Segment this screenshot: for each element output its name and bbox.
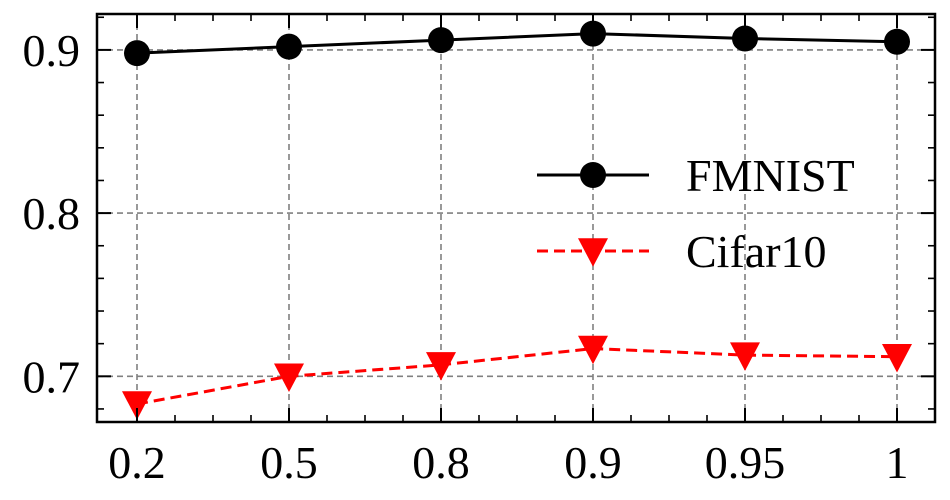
legend-label-cifar10: Cifar10 [686, 226, 827, 277]
data-point-cifar10 [122, 391, 152, 420]
legend-item-cifar10: Cifar10 [537, 226, 827, 277]
data-point-fmnist [428, 27, 454, 54]
series-fmnist [124, 20, 910, 67]
legend-marker-fmnist [580, 162, 606, 188]
data-point-cifar10 [578, 335, 608, 365]
axis-ticks [97, 14, 935, 422]
data-point-cifar10 [882, 343, 912, 373]
x-tick-label: 0.2 [108, 437, 166, 488]
y-tick-label: 0.7 [23, 351, 81, 402]
legend-label-fmnist: FMNIST [686, 150, 855, 201]
data-point-fmnist [884, 28, 910, 55]
legend-item-fmnist: FMNIST [537, 150, 855, 201]
series-layer [122, 20, 912, 420]
data-point-fmnist [580, 20, 606, 47]
series-cifar10 [122, 335, 912, 420]
tick-labels: 0.2 0.5 0.8 0.9 0.95 1 0.7 0.8 0.9 [23, 25, 909, 488]
x-tick-label: 1 [886, 437, 909, 488]
data-point-fmnist [732, 25, 758, 52]
series-line-cifar10 [136, 347, 898, 406]
data-point-fmnist [124, 40, 150, 67]
data-point-fmnist [276, 33, 302, 60]
x-tick-label: 0.5 [260, 437, 318, 488]
plot-frame [95, 12, 937, 424]
data-point-cifar10 [274, 363, 304, 393]
x-tick-label: 0.9 [564, 437, 622, 488]
grid [97, 14, 935, 422]
y-tick-label: 0.9 [23, 25, 81, 76]
legend-marker-cifar10 [578, 238, 608, 267]
legend: FMNIST Cifar10 [537, 150, 855, 277]
series-line-fmnist [136, 32, 898, 55]
y-tick-label: 0.8 [23, 188, 81, 239]
x-tick-label: 0.8 [412, 437, 470, 488]
data-point-cifar10 [730, 342, 760, 371]
x-tick-label: 0.95 [705, 437, 786, 488]
data-point-cifar10 [426, 352, 456, 381]
